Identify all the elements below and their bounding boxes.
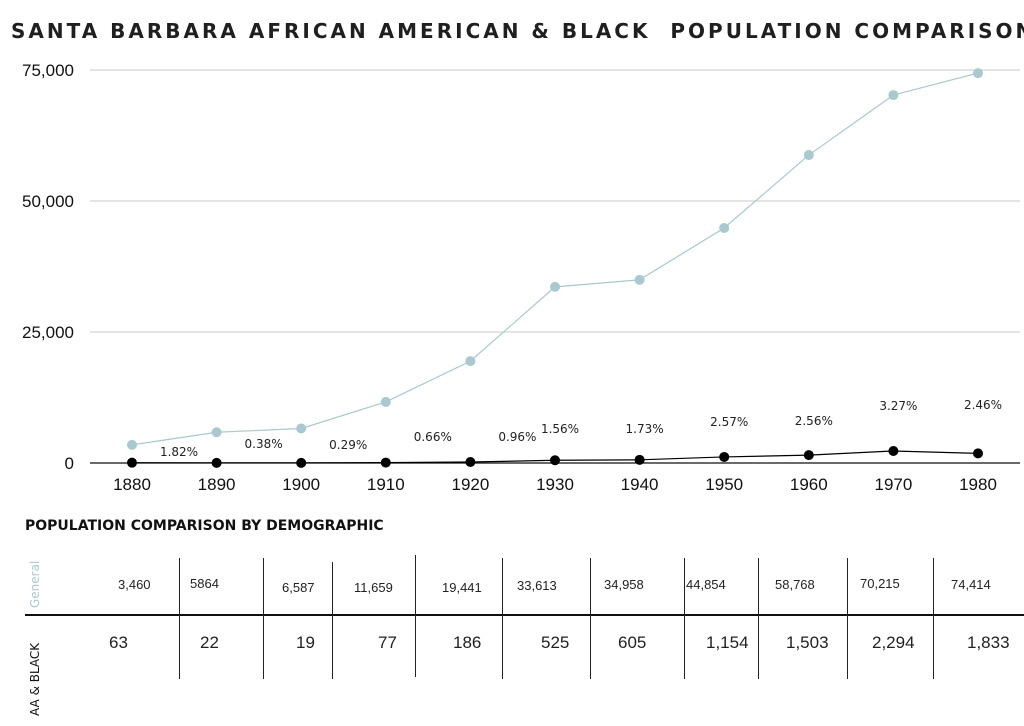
x-tick-label: 1890 (198, 475, 236, 494)
percentage-annotation: 1.56% (541, 422, 579, 436)
general-data-point (550, 281, 560, 292)
column-divider (590, 558, 591, 679)
general-data-point (296, 423, 307, 434)
row-label-aa-black: AA & BLACK (28, 642, 42, 716)
x-tick-label: 1970 (874, 475, 912, 494)
y-tick-label: 75,000 (22, 61, 74, 80)
x-tick-label: 1910 (367, 475, 405, 494)
general-cell: 11,659 (354, 580, 393, 595)
table-title: POPULATION COMPARISON BY DEMOGRAPHIC (25, 518, 384, 534)
percentage-annotation: 2.56% (795, 414, 833, 428)
y-tick-label: 0 (65, 454, 74, 473)
y-tick-label: 50,000 (22, 192, 74, 211)
aa-black-cell: 605 (618, 633, 647, 652)
y-tick-label: 25,000 (22, 323, 74, 342)
general-data-point (211, 427, 222, 438)
row-label-general: General (28, 560, 42, 608)
x-tick-label: 1920 (451, 475, 489, 494)
x-tick-label: 1980 (959, 475, 997, 494)
general-cell: 44,854 (686, 577, 726, 592)
aa-black-cell: 2,294 (872, 633, 915, 652)
column-divider (415, 555, 416, 677)
aa-black-cell: 77 (378, 633, 397, 652)
aa-black-cell: 186 (453, 633, 482, 652)
general-series-line (131, 72, 979, 446)
population-line-chart: 0 25,000 50,000 75,000 1880 1890 1900 1910 1920 1… (22, 61, 1020, 494)
general-cell: 74,414 (951, 577, 991, 592)
percentage-annotation: 0.38% (245, 437, 283, 451)
general-cell: 58,768 (775, 577, 815, 592)
aa-black-cell: 63 (109, 633, 128, 652)
column-divider (933, 558, 934, 679)
general-data-point (127, 439, 137, 450)
general-cell: 34,958 (604, 577, 644, 592)
aa-black-cell: 22 (200, 633, 219, 652)
aa-black-cell: 1,154 (706, 633, 749, 652)
general-data-point (888, 90, 899, 101)
aa-black-data-point (211, 457, 222, 468)
general-cell: 70,215 (860, 576, 900, 591)
percentage-annotation: 1.82% (160, 445, 198, 459)
aa-black-cell: 1,833 (967, 633, 1010, 652)
general-data-point (803, 150, 814, 161)
column-divider (502, 558, 503, 679)
percentage-annotation: 1.73% (626, 422, 664, 436)
aa-black-data-point (719, 451, 730, 462)
column-divider (684, 558, 685, 679)
general-cell: 19,441 (442, 580, 482, 595)
aa-black-data-point (634, 454, 645, 465)
general-cell: 33,613 (517, 578, 557, 593)
x-tick-label: 1900 (282, 475, 320, 494)
aa-black-data-point (803, 450, 814, 461)
general-data-point (719, 222, 730, 233)
column-divider (332, 562, 333, 679)
aa-black-data-point (465, 457, 476, 468)
x-tick-label: 1880 (113, 475, 151, 494)
column-divider (847, 558, 848, 679)
aa-black-data-point (380, 457, 391, 468)
x-tick-label: 1930 (536, 475, 574, 494)
aa-black-cell: 19 (296, 633, 315, 652)
x-tick-label: 1940 (621, 475, 659, 494)
percentage-annotation: 3.27% (879, 399, 917, 413)
x-tick-label: 1950 (705, 475, 743, 494)
chart-title: SANTA BARBARA AFRICAN AMERICAN & BLACK P… (11, 19, 1024, 43)
aa-black-cell: 1,503 (786, 633, 829, 652)
general-cell: 5864 (190, 576, 219, 591)
percentage-annotation: 0.29% (329, 438, 367, 452)
general-data-point (634, 274, 645, 285)
aa-black-data-point (888, 445, 899, 456)
table-divider (25, 614, 1024, 616)
general-data-point (465, 356, 476, 367)
general-data-point (973, 68, 983, 79)
x-tick-label: 1960 (790, 475, 828, 494)
aa-black-data-point (550, 455, 560, 466)
general-cell: 6,587 (282, 580, 315, 595)
general-data-point (380, 396, 391, 407)
column-divider (263, 558, 264, 679)
percentage-annotation: 0.66% (414, 430, 452, 444)
aa-black-data-point (973, 448, 983, 459)
aa-black-data-point (296, 457, 307, 468)
column-divider (179, 558, 180, 679)
aa-black-cell: 525 (541, 633, 570, 652)
percentage-annotation: 2.46% (964, 398, 1002, 412)
column-divider (758, 558, 759, 679)
percentage-annotation: 0.96% (498, 430, 536, 444)
percentage-annotation: 2.57% (710, 415, 748, 429)
aa-black-data-point (127, 457, 137, 468)
general-cell: 3,460 (118, 577, 151, 592)
